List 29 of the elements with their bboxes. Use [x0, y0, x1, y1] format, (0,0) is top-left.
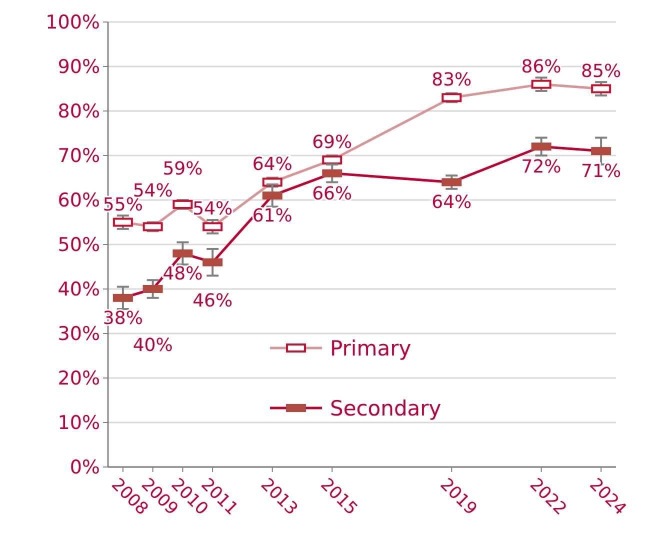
data-label: 85% [581, 60, 622, 82]
data-label: 48% [162, 263, 203, 284]
data-label: 64% [252, 154, 292, 176]
data-label: 61% [252, 206, 292, 227]
data-label: 46% [192, 290, 233, 312]
legend-label: Secondary [330, 396, 442, 420]
data-label: 69% [312, 132, 352, 153]
data-label: 40% [132, 335, 173, 356]
y-tick-label: 40% [58, 278, 100, 301]
data-label: 72% [521, 156, 562, 178]
y-tick-label: 90% [58, 56, 100, 78]
y-tick-label: 50% [58, 234, 100, 256]
data-label: 59% [162, 158, 203, 180]
y-tick-label: 10% [58, 412, 100, 434]
data-label: 83% [432, 70, 472, 91]
y-tick-label: 80% [58, 100, 100, 123]
legend-label: Primary [330, 336, 412, 360]
data-label: 86% [521, 56, 562, 78]
y-tick-label: 30% [58, 323, 100, 346]
data-label: 38% [102, 308, 143, 329]
data-label: 66% [312, 183, 352, 204]
y-tick-label: 100% [46, 12, 100, 34]
y-tick-label: 70% [58, 145, 100, 168]
data-label: 54% [192, 198, 233, 220]
y-tick-label: 60% [58, 190, 100, 212]
data-label: 71% [581, 161, 622, 182]
y-tick-label: 0% [70, 456, 100, 479]
y-tick-label: 20% [58, 368, 100, 390]
data-label: 64% [432, 192, 472, 214]
